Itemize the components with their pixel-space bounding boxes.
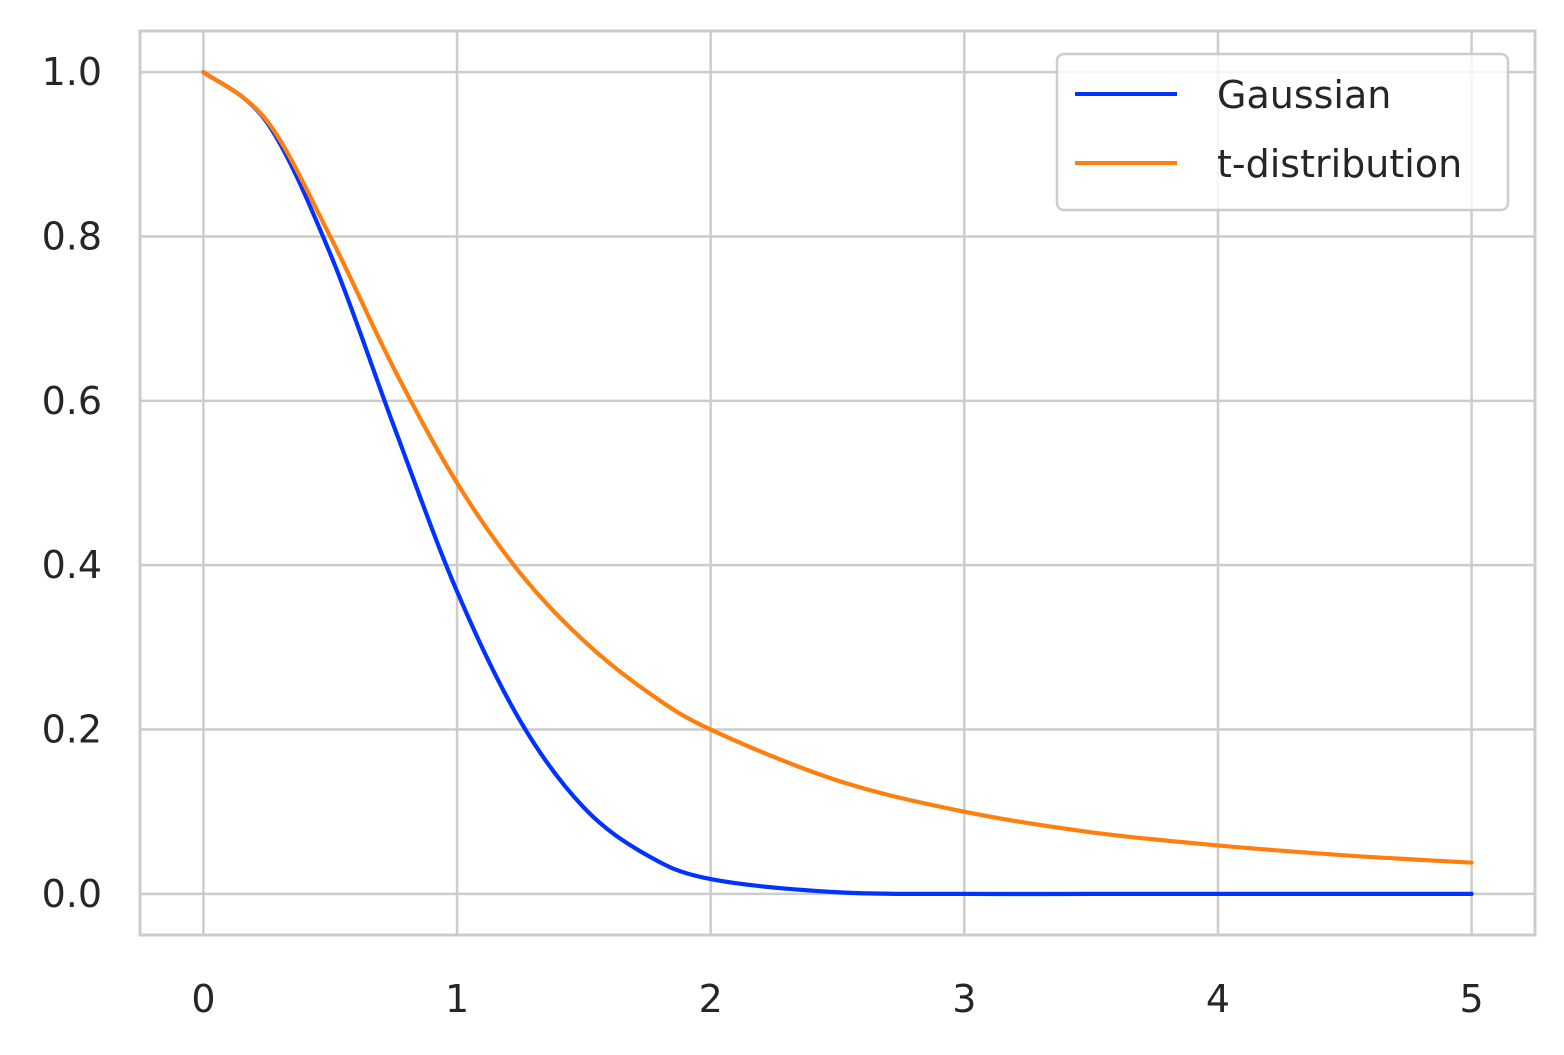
y-tick-label: 0.4 [42,543,102,587]
x-tick-label: 3 [952,977,976,1021]
plot-frame [138,29,1537,937]
y-tick-label: 0.0 [42,872,102,916]
series-layer [201,69,1474,897]
y-tick-label: 0.2 [42,708,102,752]
x-tick-label: 1 [445,977,469,1021]
y-tick-label: 0.8 [42,214,102,258]
series-line-gaussian [201,69,1474,897]
x-tick-label: 0 [191,977,215,1021]
legend: Gaussian t-distribution [1055,52,1510,212]
x-tick-label: 4 [1206,977,1230,1021]
x-tick-label: 5 [1459,977,1483,1021]
y-tick-label: 1.0 [42,50,102,94]
y-axis-ticks: 0.0 0.2 0.4 0.6 0.8 1.0 [42,50,102,916]
legend-label-t-distribution: t-distribution [1217,142,1462,186]
x-axis-ticks: 0 1 2 3 4 5 [191,977,1483,1021]
series-line-t-distribution [201,69,1474,865]
y-tick-label: 0.6 [42,379,102,423]
x-tick-label: 2 [699,977,723,1021]
legend-label-gaussian: Gaussian [1217,73,1391,117]
